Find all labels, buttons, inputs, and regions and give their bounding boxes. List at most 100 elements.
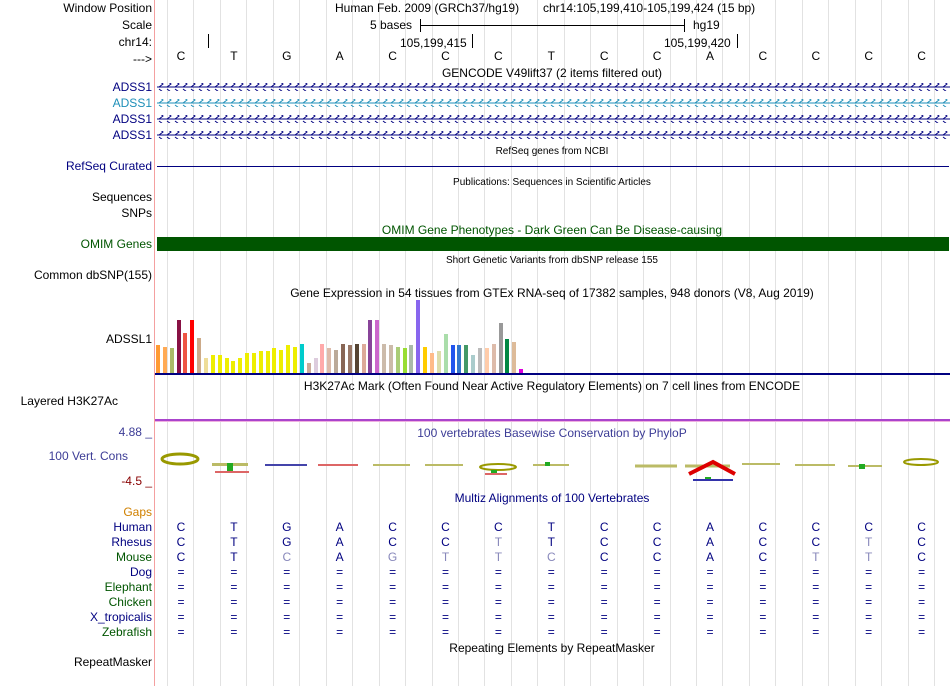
gtex-tissue-bar[interactable] [258,351,263,373]
gtex-tissue-bar[interactable] [491,344,496,373]
gtex-tissue-bar[interactable] [471,355,476,373]
gtex-tissue-bar[interactable] [505,339,510,373]
multiz-base: = [283,625,291,639]
label-species-x_tropicalis[interactable]: X_tropicalis [89,610,152,624]
gtex-tissue-bar[interactable] [382,344,387,373]
gtex-tissue-bar[interactable] [443,334,448,373]
gtex-tissue-bar[interactable] [477,348,482,373]
label-refseq[interactable]: RefSeq Curated [65,159,152,173]
gtex-tissue-bar[interactable] [162,347,167,373]
label-gtex-gene[interactable]: ADSSL1 [105,332,152,346]
gtex-tissue-bar[interactable] [169,348,174,373]
base-letter: C [652,49,662,63]
gtex-tissue-bar[interactable] [409,345,414,373]
gtex-tissue-bar[interactable] [464,345,469,373]
label-gencode-4[interactable]: ADSS1 [112,128,152,142]
gtex-tissue-bar[interactable] [279,350,284,373]
ruler-label-2: 105,199,420 [664,36,731,50]
label-phylop[interactable]: 100 Vert. Cons [48,449,128,463]
gtex-tissue-bar[interactable] [450,345,455,373]
gtex-tissue-bar[interactable] [430,353,434,373]
multiz-base: G [282,535,292,549]
label-gencode-3[interactable]: ADSS1 [112,112,152,126]
multiz-base: C [758,535,768,549]
gtex-tissue-bar[interactable] [217,355,222,373]
gtex-tissue-bar[interactable] [347,345,352,373]
phylop-logo[interactable] [155,448,950,484]
refseq-gene-line[interactable] [157,166,949,167]
gtex-tissue-bar[interactable] [340,344,345,373]
gtex-tissue-bar[interactable] [395,347,400,373]
refseq-title: RefSeq genes from NCBI [495,146,609,157]
label-species-zebrafish[interactable]: Zebrafish [101,625,152,639]
label-dbsnp[interactable]: Common dbSNP(155) [33,268,152,282]
label-h3k27ac[interactable]: Layered H3K27Ac [20,394,118,408]
gtex-tissue-bar[interactable] [156,345,160,373]
label-gencode-1[interactable]: ADSS1 [112,80,152,94]
gtex-tissue-bar[interactable] [512,342,517,373]
gtex-tissue-bar[interactable] [320,344,325,373]
publications-title: Publications: Sequences in Scientific Ar… [453,177,651,188]
label-gencode-2[interactable]: ADSS1 [112,96,152,110]
gtex-tissue-bar[interactable] [197,338,202,373]
gtex-tissue-bar[interactable] [327,348,332,373]
h3k27ac-signal[interactable] [155,419,950,421]
gtex-tissue-bar[interactable] [313,358,318,373]
multiz-base: G [387,550,398,564]
gtex-tissue-bar[interactable] [416,300,421,373]
multiz-base: T [230,535,238,549]
gtex-tissue-bar[interactable] [286,345,291,373]
label-species-elephant[interactable]: Elephant [104,580,152,594]
label-species-mouse[interactable]: Mouse [115,550,152,564]
grid-line [352,0,354,686]
label-species-rhesus[interactable]: Rhesus [111,535,152,549]
gtex-tissue-bar[interactable] [265,351,270,373]
gtex-tissue-bar[interactable] [498,323,503,373]
label-species-chicken[interactable]: Chicken [108,595,152,609]
gencode-transcripts[interactable] [157,80,950,142]
label-snps[interactable]: SNPs [121,206,152,220]
gtex-tissue-bar[interactable] [272,348,277,373]
gtex-tissue-bar[interactable] [183,333,188,373]
gtex-tissue-bar[interactable] [251,353,256,373]
gtex-tissue-bar[interactable] [354,344,359,373]
multiz-base: = [494,625,502,639]
omim-bar[interactable] [157,237,949,251]
label-species-human[interactable]: Human [113,520,152,534]
gtex-tissue-bar[interactable] [224,358,229,373]
gtex-tissue-bar[interactable] [238,358,243,373]
gtex-tissue-bar[interactable] [423,347,428,373]
label-sequences[interactable]: Sequences [91,190,152,204]
base-letter: C [599,49,609,63]
gtex-bar-chart[interactable] [156,300,536,373]
gtex-tissue-bar[interactable] [334,350,339,373]
label-species-dog[interactable]: Dog [129,565,152,579]
gtex-tissue-bar[interactable] [210,355,215,373]
gtex-tissue-bar[interactable] [436,351,441,373]
multiz-row-dog: = = = = = = = = = = = = = = = [0,565,950,579]
grid-line [722,0,724,686]
gtex-tissue-bar[interactable] [457,345,462,373]
gtex-tissue-bar[interactable] [375,320,380,373]
gtex-tissue-bar[interactable] [388,345,393,373]
gtex-tissue-bar[interactable] [519,369,524,373]
gtex-tissue-bar[interactable] [402,348,407,373]
gtex-tissue-bar[interactable] [176,320,181,373]
gtex-tissue-bar[interactable] [190,320,195,373]
multiz-base: T [494,535,503,549]
gtex-tissue-bar[interactable] [361,344,366,373]
gtex-tissue-bar[interactable] [368,320,373,373]
gtex-tissue-bar[interactable] [293,347,297,373]
multiz-base: = [812,610,820,624]
gtex-tissue-bar[interactable] [203,358,208,373]
gtex-tissue-bar[interactable] [231,361,236,373]
multiz-base: = [441,565,450,579]
omim-title: OMIM Gene Phenotypes - Dark Green Can Be… [381,223,723,237]
gtex-tissue-bar[interactable] [245,353,250,373]
label-omim[interactable]: OMIM Genes [80,237,152,251]
gtex-tissue-bar[interactable] [299,344,304,373]
label-gaps[interactable]: Gaps [123,505,152,519]
label-repeatmasker[interactable]: RepeatMasker [73,655,152,669]
gtex-tissue-bar[interactable] [306,363,311,373]
gtex-tissue-bar[interactable] [484,348,489,373]
